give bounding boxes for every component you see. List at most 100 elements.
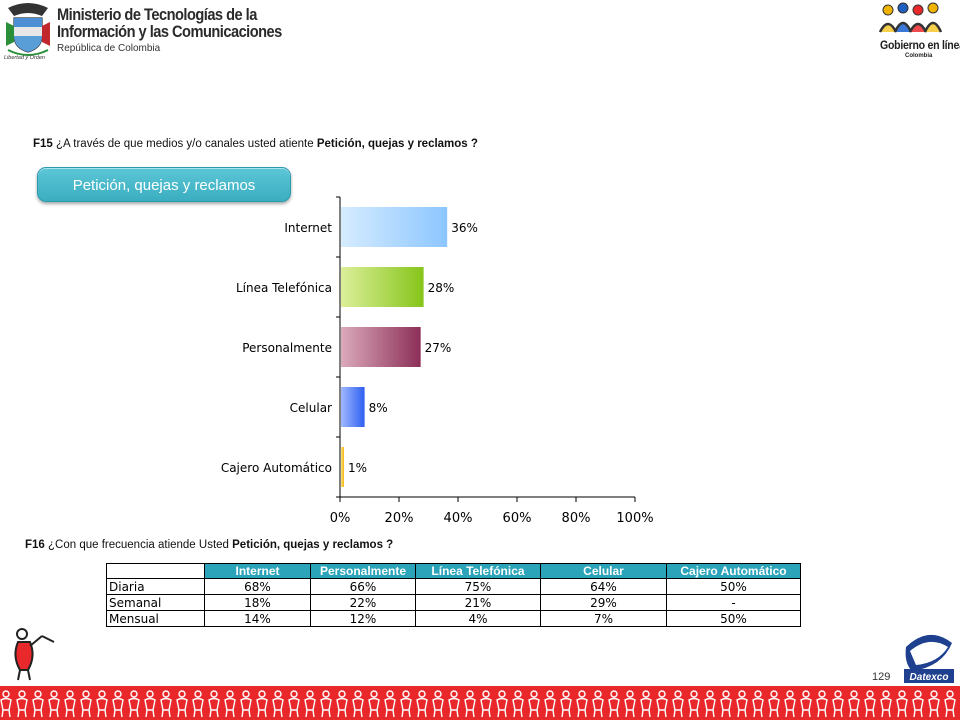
- row-label: Diaria: [106, 578, 205, 595]
- pattern-figure: [256, 690, 268, 718]
- pattern-figure: [192, 690, 204, 718]
- pattern-figure: [112, 690, 124, 718]
- pattern-figure: [528, 690, 540, 718]
- pattern-figure: [304, 690, 316, 718]
- pattern-figure: [128, 690, 140, 718]
- pattern-figure: [656, 690, 668, 718]
- value-label: 1%: [348, 461, 367, 475]
- pattern-figure: [928, 690, 940, 718]
- datexco-logo-icon: Datexco: [902, 627, 956, 685]
- pattern-figure: [80, 690, 92, 718]
- footer-band: [0, 686, 960, 720]
- person-mascot-icon: [14, 628, 55, 681]
- pattern-figure: [400, 690, 412, 718]
- pattern-figure: [48, 690, 60, 718]
- pattern-figure: [576, 690, 588, 718]
- x-tick-label: 0%: [330, 511, 351, 526]
- table-cell: 7%: [540, 610, 667, 627]
- pattern-figure: [784, 690, 796, 718]
- pattern-figure: [512, 690, 524, 718]
- value-label: 27%: [425, 341, 452, 355]
- category-label: Cajero Automático: [221, 461, 332, 475]
- question-f15-topic: Petición, quejas y reclamos ?: [316, 138, 478, 150]
- pattern-figure: [208, 690, 220, 718]
- table-cell: 75%: [415, 578, 541, 595]
- pattern-figure: [176, 690, 188, 718]
- table-cell: 14%: [204, 610, 311, 627]
- category-label: Celular: [290, 401, 332, 415]
- category-label: Personalmente: [242, 341, 332, 355]
- pattern-figure: [320, 690, 332, 718]
- shield-caption: Libertad y Orden: [4, 55, 45, 61]
- pattern-figure: [608, 690, 620, 718]
- table-header-row: Internet Personalmente Línea Telefónica …: [106, 563, 801, 579]
- pattern-figure: [32, 690, 44, 718]
- column-header: Celular: [540, 563, 667, 579]
- question-f16: F16 ¿Con que frecuencia atiende Usted Pe…: [25, 539, 393, 551]
- pattern-figure: [800, 690, 812, 718]
- pattern-figure: [688, 690, 700, 718]
- bar-1: [341, 267, 424, 307]
- header: Libertad y Orden Ministerio de Tecnologí…: [0, 0, 960, 70]
- bar-4: [341, 447, 344, 487]
- table-cell: 50%: [666, 578, 801, 595]
- question-f15-code: F15: [33, 138, 53, 150]
- column-header: Personalmente: [310, 563, 416, 579]
- gel-logo-country: Colombia: [905, 53, 933, 59]
- table-cell: 64%: [540, 578, 667, 595]
- value-label: 28%: [428, 281, 455, 295]
- question-f15: F15 ¿A través de que medios y/o canales …: [33, 138, 478, 150]
- pattern-figure: [544, 690, 556, 718]
- pattern-figure: [240, 690, 252, 718]
- x-tick-label: 20%: [385, 511, 414, 526]
- table-row: Diaria 68% 66% 75% 64% 50%: [106, 578, 801, 595]
- x-tick-label: 40%: [444, 511, 473, 526]
- table-cell: 22%: [310, 594, 416, 611]
- table-corner-cell: [106, 563, 205, 579]
- pattern-figure: [144, 690, 156, 718]
- value-label: 36%: [451, 221, 478, 235]
- pattern-figure: [464, 690, 476, 718]
- x-tick-label: 100%: [616, 511, 653, 526]
- bar-2: [341, 327, 421, 367]
- pattern-figure: [432, 690, 444, 718]
- question-f16-code: F16: [25, 539, 45, 551]
- pattern-figure: [720, 690, 732, 718]
- category-label: Línea Telefónica: [236, 281, 332, 295]
- x-tick-label: 80%: [562, 511, 591, 526]
- table-cell: 4%: [415, 610, 541, 627]
- column-header: Internet: [204, 563, 311, 579]
- pattern-figure: [848, 690, 860, 718]
- frequency-table: Internet Personalmente Línea Telefónica …: [106, 563, 801, 627]
- row-label: Mensual: [106, 610, 205, 627]
- table-cell: 21%: [415, 594, 541, 611]
- pattern-figure: [272, 690, 284, 718]
- gobierno-en-linea-logo-icon: [878, 2, 943, 33]
- pattern-figure: [480, 690, 492, 718]
- pattern-figure: [448, 690, 460, 718]
- pattern-figure: [352, 690, 364, 718]
- pattern-figure: [864, 690, 876, 718]
- question-f16-topic: Petición, quejas y reclamos ?: [232, 539, 394, 551]
- pattern-figure: [0, 690, 12, 718]
- people-pattern: [0, 690, 956, 718]
- ministry-subtitle: República de Colombia: [57, 42, 161, 54]
- colombia-coat-of-arms-icon: [6, 3, 50, 56]
- table-cell: -: [666, 594, 801, 611]
- table-row: Mensual 14% 12% 4% 7% 50%: [106, 610, 801, 627]
- table-cell: 12%: [310, 610, 416, 627]
- pattern-figure: [336, 690, 348, 718]
- pattern-figure: [896, 690, 908, 718]
- pattern-figure: [880, 690, 892, 718]
- pattern-figure: [560, 690, 572, 718]
- question-f16-text: ¿Con que frecuencia atiende Usted: [44, 539, 233, 551]
- question-f15-text: ¿A través de que medios y/o canales uste…: [52, 138, 317, 150]
- pattern-figure: [288, 690, 300, 718]
- pattern-figure: [592, 690, 604, 718]
- pattern-figure: [672, 690, 684, 718]
- table-cell: 50%: [666, 610, 801, 627]
- bar-3: [341, 387, 365, 427]
- pattern-figure: [416, 690, 428, 718]
- pattern-figure: [752, 690, 764, 718]
- pattern-figure: [816, 690, 828, 718]
